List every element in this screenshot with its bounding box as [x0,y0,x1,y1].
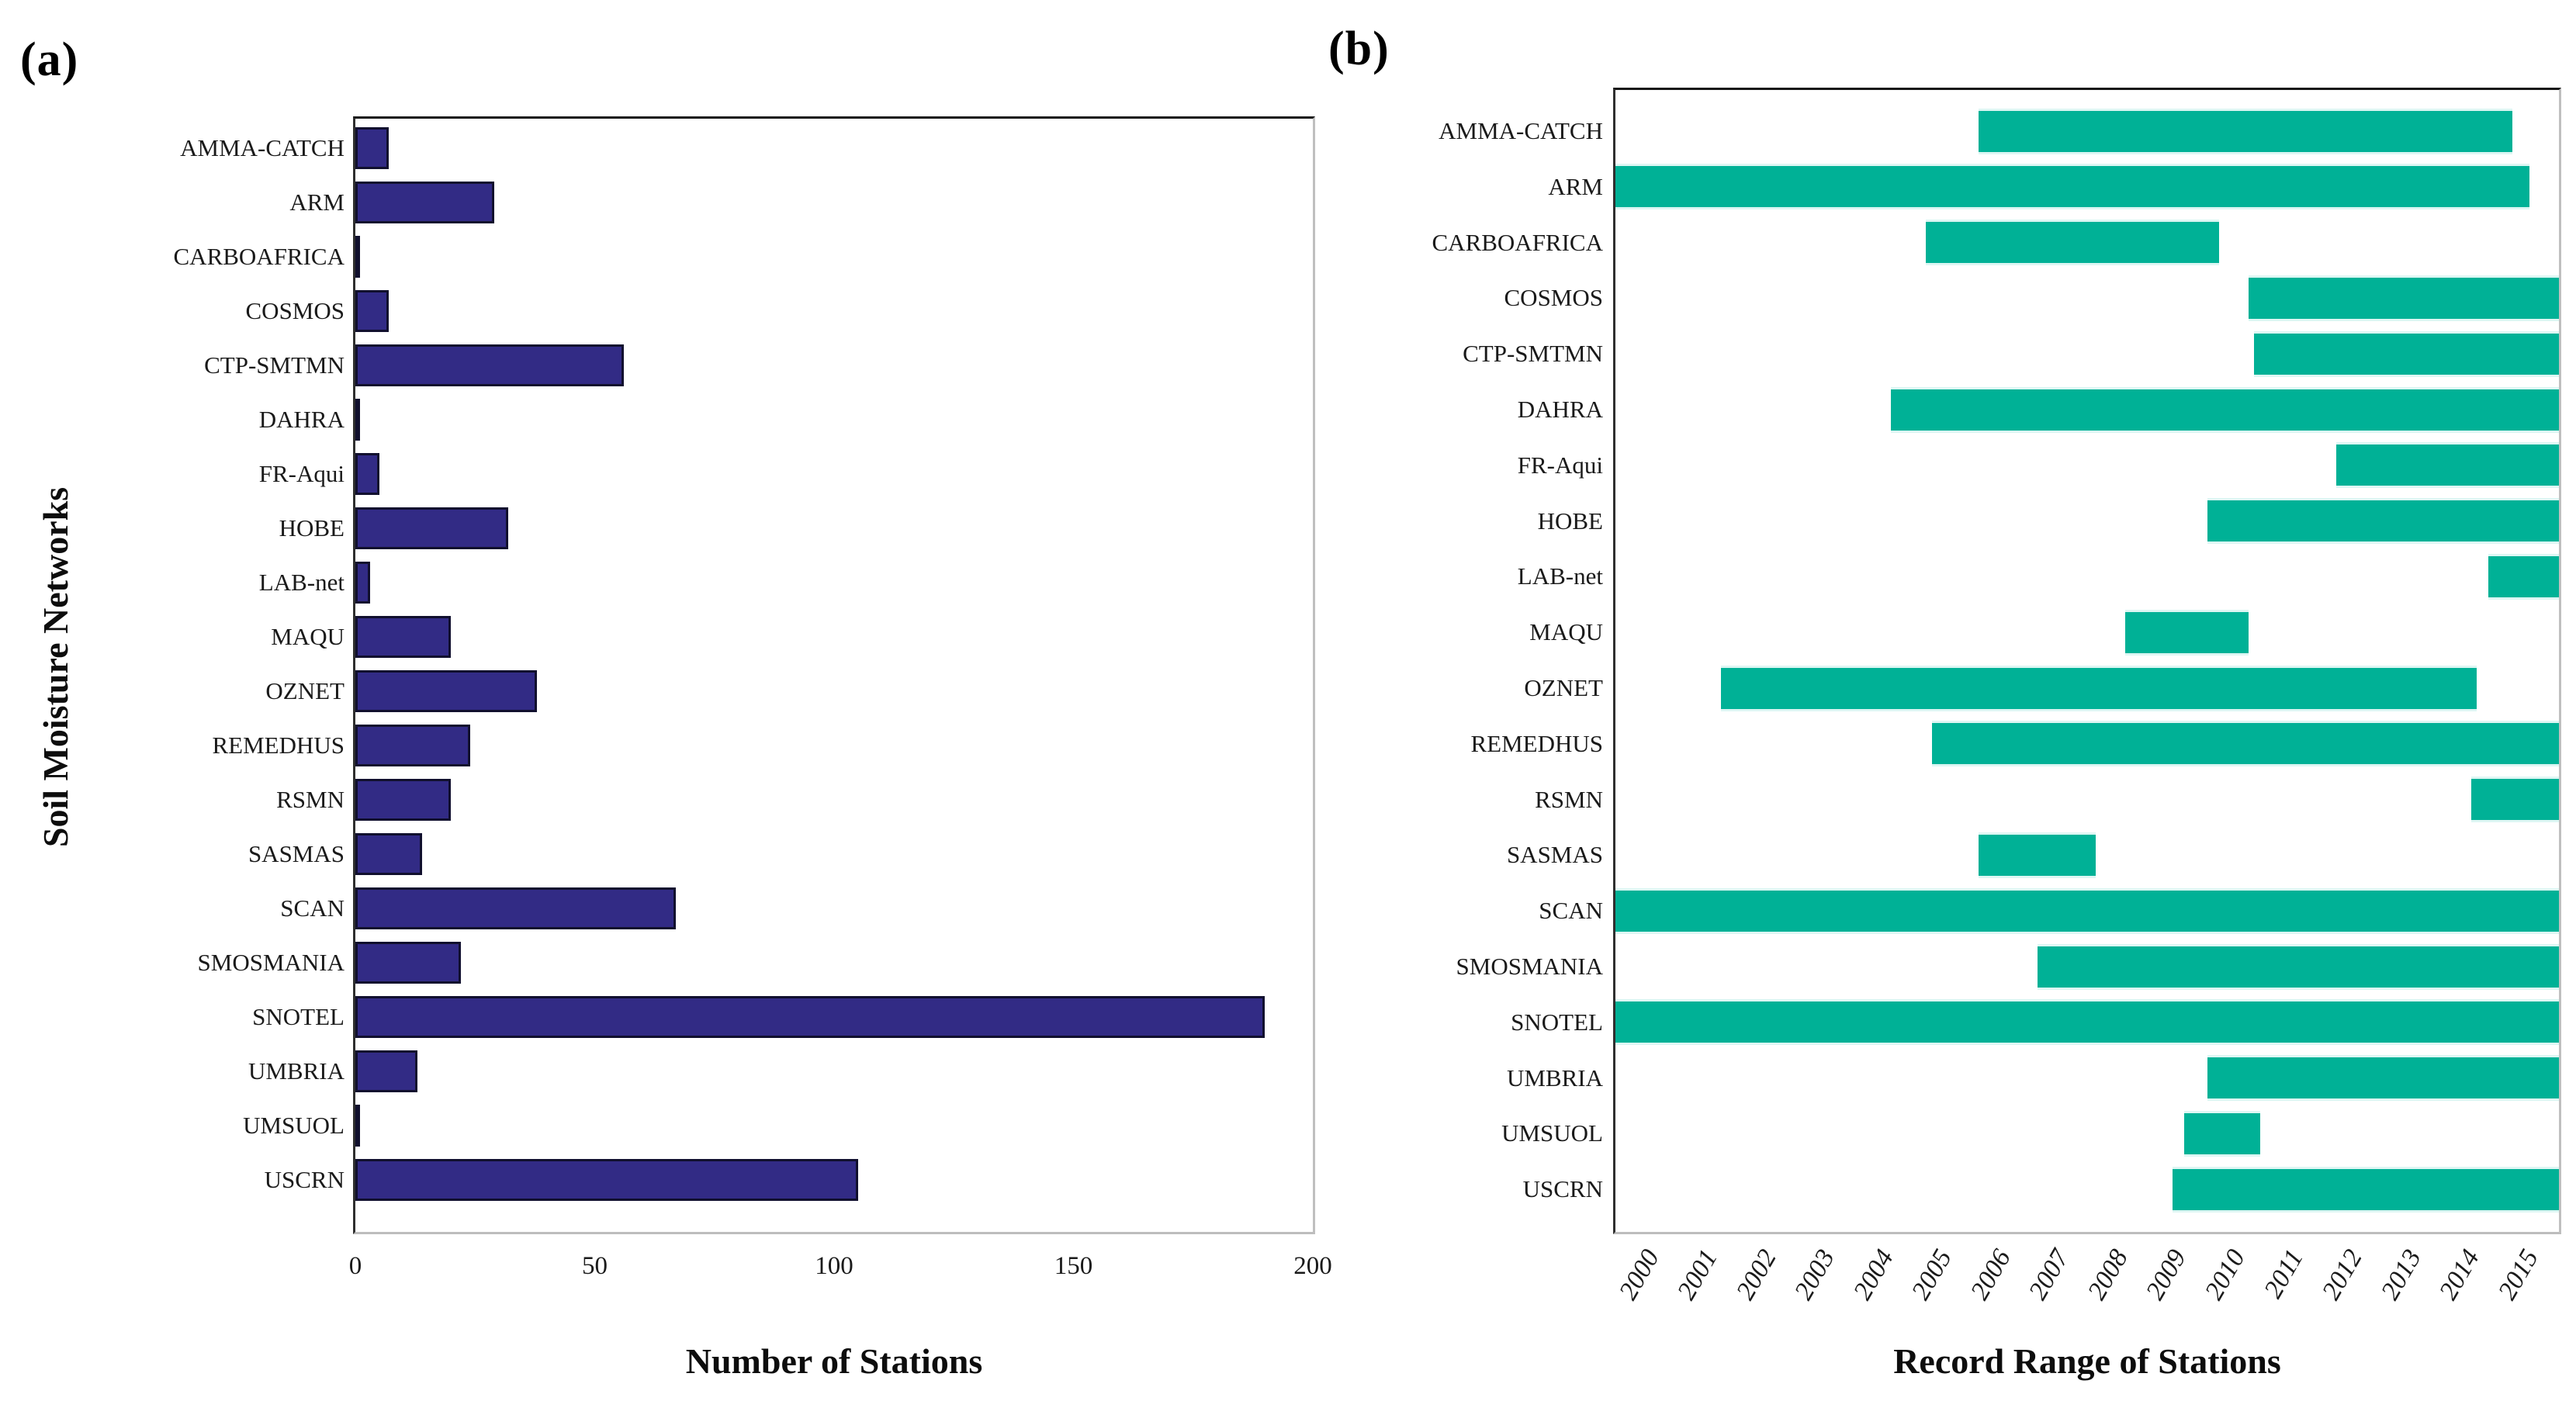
panel-b-x-axis-title: Record Range of Stations [1893,1341,2281,1381]
panel-b-bar-HOBE [2207,500,2559,542]
panel-b-category-label-RSMN: RSMN [1535,785,1603,813]
panel-a-x-tick-200: 200 [1293,1252,1332,1280]
panel-b-category-label-CARBOAFRICA: CARBOAFRICA [1432,228,1604,256]
panel-a-bar-SCAN [355,887,677,929]
panel-a-bar-ARM [355,182,494,223]
panel-a-category-label-UMBRIA: UMBRIA [248,1057,345,1085]
panel-b-bar-MAQU [2125,611,2249,653]
panel-a-x-tick-0: 0 [348,1252,362,1280]
panel-b-bar-SCAN [1615,890,2559,932]
panel-b-tag: (b) [1328,22,1390,75]
panel-b-bar-LAB-net [2488,555,2559,597]
panel-b-bar-OZNET [1720,667,2477,709]
panel-b-category-label-USCRN: USCRN [1522,1175,1603,1203]
panel-a-category-label-CARBOAFRICA: CARBOAFRICA [173,243,345,270]
panel-a-bar-MAQU [355,616,452,658]
panel-b-bar-DAHRA [1890,389,2559,431]
panel-a-category-label-CTP-SMTMN: CTP-SMTMN [204,351,345,379]
panel-b-bar-ARM [1615,166,2530,208]
panel-b-bar-CARBOAFRICA [1926,222,2219,264]
panel-a-category-label-ARM: ARM [289,189,345,216]
panel-a-tag: (a) [20,33,79,86]
panel-b-category-label-ARM: ARM [1548,172,1603,200]
panel-b-bar-UMSUOL [2183,1112,2260,1154]
panel-a-bar-USCRN [355,1159,858,1201]
panel-a-category-label-SASMAS: SASMAS [248,840,345,867]
panel-a-bar-SNOTEL [355,996,1265,1038]
panel-b-category-label-SMOSMANIA: SMOSMANIA [1456,953,1603,980]
panel-b-bar-FR-Aqui [2335,445,2559,486]
panel-a-x-tick-50: 50 [582,1252,608,1280]
panel-a-bar-REMEDHUS [355,725,471,766]
panel-a-category-label-SNOTEL: SNOTEL [252,1003,345,1030]
panel-b-category-label-UMSUOL: UMSUOL [1501,1119,1603,1147]
panel-a-bar-UMSUOL [355,1105,361,1147]
panel-b-category-label-SNOTEL: SNOTEL [1511,1008,1603,1036]
panel-b-bar-USCRN [2172,1168,2559,1210]
panel-b-category-label-HOBE: HOBE [1537,507,1603,534]
panel-a-category-label-REMEDHUS: REMEDHUS [212,732,345,759]
panel-b-bar-REMEDHUS [1931,723,2559,765]
panel-b-bar-SMOSMANIA [2037,946,2559,988]
panel-b-category-label-SCAN: SCAN [1539,897,1603,925]
panel-a-category-label-DAHRA: DAHRA [258,406,345,433]
panel-a-bar-COSMOS [355,290,390,332]
panel-a-x-tick-100: 100 [815,1252,853,1280]
panel-a-category-label-SMOSMANIA: SMOSMANIA [197,949,345,976]
panel-b-bar-RSMN [2470,779,2559,821]
panel-a-category-label-MAQU: MAQU [271,623,345,650]
panel-a-category-label-SCAN: SCAN [280,894,345,922]
panel-a-bar-HOBE [355,507,509,549]
panel-b-bar-UMBRIA [2207,1057,2559,1099]
panel-a-bar-SMOSMANIA [355,942,461,984]
panel-a-bar-CTP-SMTMN [355,344,624,386]
panel-b-bar-AMMA-CATCH [1979,110,2512,152]
panel-b-category-label-MAQU: MAQU [1529,618,1603,646]
panel-a-category-label-OZNET: OZNET [265,677,345,704]
panel-b-category-label-OZNET: OZNET [1524,674,1603,701]
panel-a-category-label-LAB-net: LAB-net [258,569,345,596]
panel-a-bar-UMBRIA [355,1050,418,1092]
panel-a-bar-SASMAS [355,833,423,875]
panel-b-category-label-LAB-net: LAB-net [1517,562,1603,590]
panel-b-category-label-CTP-SMTMN: CTP-SMTMN [1463,340,1603,368]
panel-a-y-axis-title: Soil Moisture Networks [36,486,75,848]
panel-a-category-label-RSMN: RSMN [276,786,345,813]
panel-b-bar-SNOTEL [1615,1002,2559,1043]
panel-b-bar-CTP-SMTMN [2254,333,2559,375]
panel-b-category-label-REMEDHUS: REMEDHUS [1470,729,1603,757]
panel-a-category-label-USCRN: USCRN [264,1166,345,1193]
panel-a-bar-AMMA-CATCH [355,127,390,169]
panel-a-category-label-HOBE: HOBE [279,514,345,541]
panel-a-bar-DAHRA [355,399,361,441]
panel-b-category-label-FR-Aqui: FR-Aqui [1517,451,1603,479]
panel-a-category-label-FR-Aqui: FR-Aqui [258,460,345,487]
panel-b-category-label-DAHRA: DAHRA [1517,396,1603,423]
panel-b-category-label-SASMAS: SASMAS [1506,841,1603,869]
panel-b-category-label-UMBRIA: UMBRIA [1506,1064,1603,1091]
panel-a-x-axis-title: Number of Stations [685,1341,983,1381]
panel-a-category-label-COSMOS: COSMOS [245,297,345,324]
panel-a-bar-RSMN [355,779,452,821]
panel-b-category-label-COSMOS: COSMOS [1504,284,1604,312]
panel-a-bar-FR-Aqui [355,453,379,495]
panel-a-x-tick-150: 150 [1054,1252,1093,1280]
panel-a-bar-OZNET [355,670,538,712]
panel-b-bar-COSMOS [2248,277,2559,319]
panel-a-bar-CARBOAFRICA [355,236,361,278]
panel-a-category-label-AMMA-CATCH: AMMA-CATCH [180,134,345,161]
panel-b-category-label-AMMA-CATCH: AMMA-CATCH [1439,117,1603,144]
panel-a-bar-LAB-net [355,562,370,604]
panel-a-category-label-UMSUOL: UMSUOL [243,1112,345,1139]
panel-b-bar-SASMAS [1979,834,2096,876]
